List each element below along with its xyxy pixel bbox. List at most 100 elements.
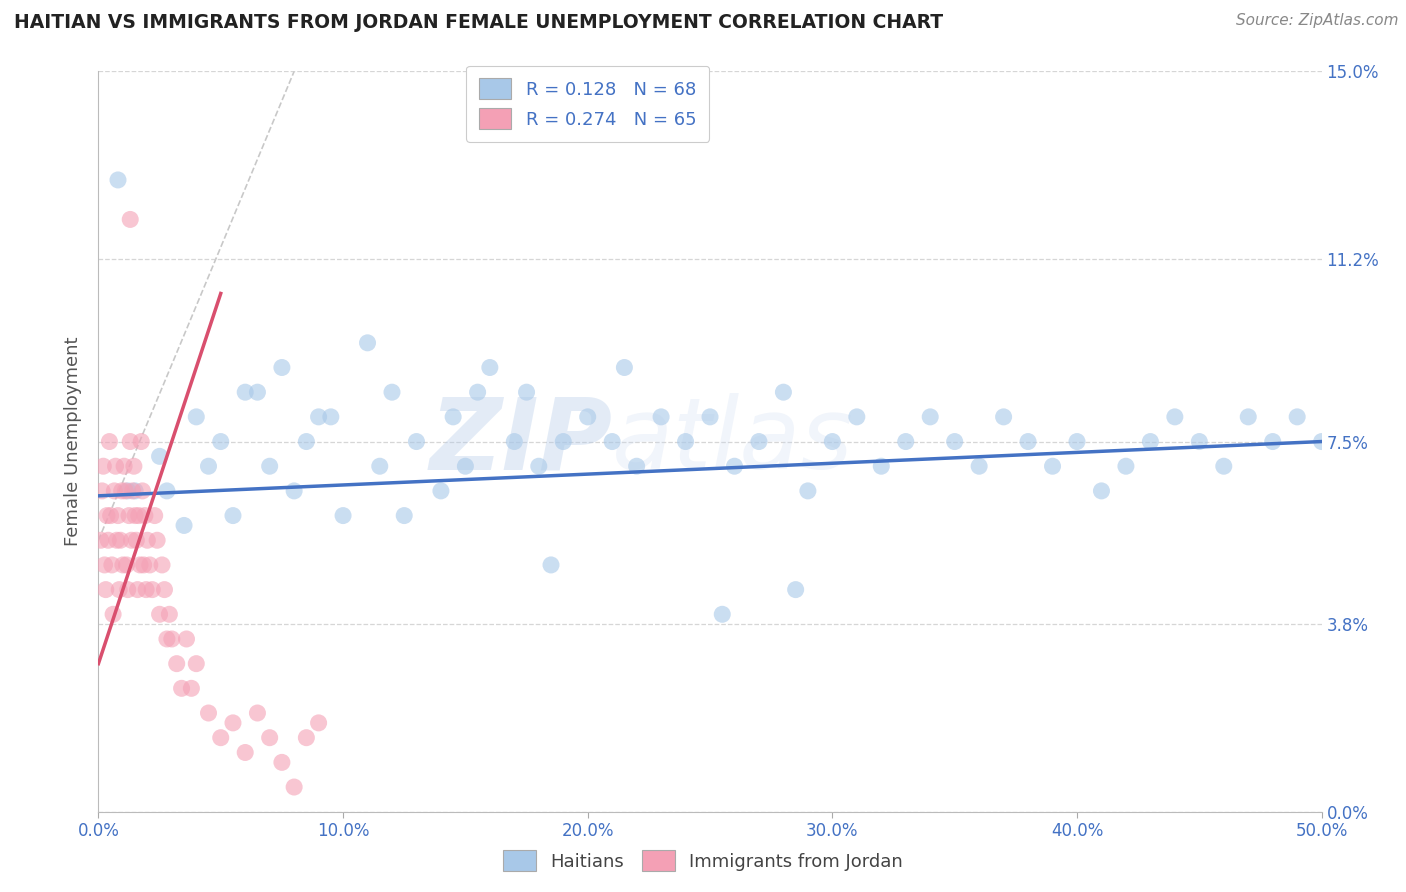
- Point: [166, 657, 188, 671]
- Point: [233, 746, 256, 760]
- Point: [467, 385, 489, 400]
- Point: [120, 434, 142, 449]
- Point: [153, 582, 176, 597]
- Point: [170, 681, 193, 696]
- Point: [1139, 434, 1161, 449]
- Point: [1188, 434, 1211, 449]
- Point: [103, 483, 125, 498]
- Point: [111, 483, 134, 498]
- Point: [124, 508, 146, 523]
- Point: [233, 385, 256, 400]
- Point: [107, 508, 129, 523]
- Point: [1042, 459, 1064, 474]
- Point: [129, 558, 152, 572]
- Text: atlas: atlas: [612, 393, 853, 490]
- Point: [131, 483, 153, 498]
- Point: [454, 459, 477, 474]
- Point: [283, 780, 305, 794]
- Point: [613, 360, 636, 375]
- Point: [270, 756, 294, 770]
- Point: [222, 508, 245, 523]
- Point: [1017, 434, 1039, 449]
- Point: [115, 558, 138, 572]
- Point: [104, 459, 127, 474]
- Point: [94, 582, 117, 597]
- Point: [797, 483, 820, 498]
- Point: [96, 508, 118, 523]
- Point: [107, 173, 129, 187]
- Point: [91, 483, 114, 498]
- Point: [295, 731, 318, 745]
- Point: [176, 632, 198, 646]
- Point: [845, 409, 868, 424]
- Point: [156, 632, 179, 646]
- Point: [114, 483, 136, 498]
- Point: [772, 385, 794, 400]
- Point: [97, 533, 120, 548]
- Point: [785, 582, 807, 597]
- Point: [723, 459, 745, 474]
- Point: [1115, 459, 1137, 474]
- Point: [117, 582, 139, 597]
- Point: [711, 607, 734, 622]
- Point: [120, 212, 142, 227]
- Point: [503, 434, 526, 449]
- Point: [90, 533, 112, 548]
- Point: [136, 533, 159, 548]
- Point: [128, 508, 150, 523]
- Point: [1090, 483, 1112, 498]
- Point: [100, 508, 122, 523]
- Point: [478, 360, 501, 375]
- Point: [156, 483, 179, 498]
- Point: [920, 409, 942, 424]
- Point: [283, 483, 305, 498]
- Point: [392, 508, 416, 523]
- Legend: R = 0.128   N = 68, R = 0.274   N = 65: R = 0.128 N = 68, R = 0.274 N = 65: [467, 66, 709, 142]
- Point: [186, 409, 208, 424]
- Point: [699, 409, 721, 424]
- Point: [1261, 434, 1284, 449]
- Point: [132, 558, 155, 572]
- Point: [553, 434, 575, 449]
- Text: ZIP: ZIP: [429, 393, 612, 490]
- Point: [120, 533, 142, 548]
- Point: [135, 582, 157, 597]
- Point: [527, 459, 550, 474]
- Point: [576, 409, 599, 424]
- Point: [1066, 434, 1088, 449]
- Point: [101, 558, 124, 572]
- Point: [368, 459, 391, 474]
- Point: [332, 508, 354, 523]
- Point: [967, 459, 990, 474]
- Point: [197, 459, 219, 474]
- Point: [943, 434, 966, 449]
- Point: [91, 459, 114, 474]
- Point: [821, 434, 844, 449]
- Point: [430, 483, 453, 498]
- Point: [356, 335, 378, 350]
- Point: [173, 518, 195, 533]
- Point: [600, 434, 623, 449]
- Point: [146, 533, 169, 548]
- Point: [894, 434, 917, 449]
- Point: [101, 607, 124, 622]
- Point: [246, 706, 269, 720]
- Point: [270, 360, 294, 375]
- Point: [319, 409, 342, 424]
- Text: HAITIAN VS IMMIGRANTS FROM JORDAN FEMALE UNEMPLOYMENT CORRELATION CHART: HAITIAN VS IMMIGRANTS FROM JORDAN FEMALE…: [14, 13, 943, 32]
- Point: [118, 508, 141, 523]
- Point: [157, 607, 180, 622]
- Point: [441, 409, 464, 424]
- Point: [112, 459, 135, 474]
- Point: [111, 558, 134, 572]
- Point: [1164, 409, 1187, 424]
- Point: [650, 409, 672, 424]
- Point: [405, 434, 427, 449]
- Point: [540, 558, 562, 572]
- Point: [141, 582, 163, 597]
- Point: [626, 459, 648, 474]
- Point: [209, 434, 232, 449]
- Point: [381, 385, 404, 400]
- Point: [259, 459, 281, 474]
- Point: [246, 385, 269, 400]
